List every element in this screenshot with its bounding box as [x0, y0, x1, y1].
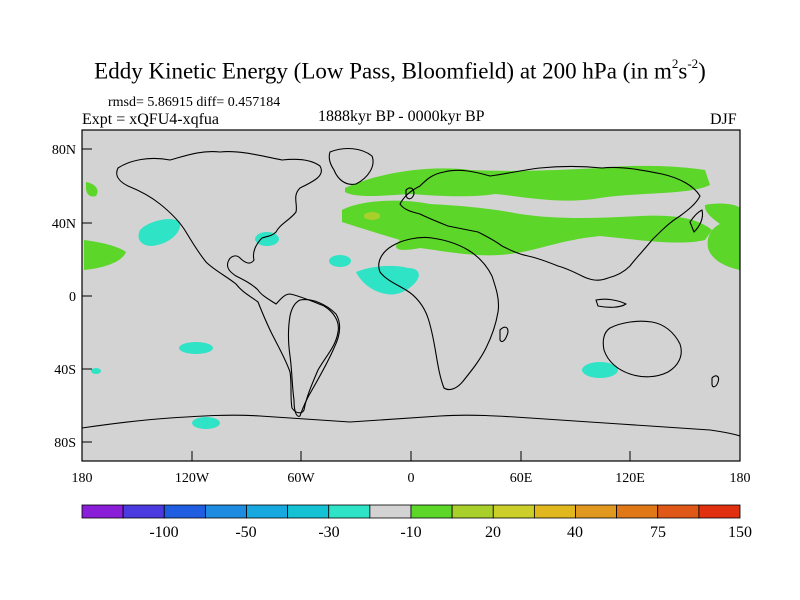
lat-label-40s: 40S — [54, 363, 76, 378]
colorbar-label-75: 75 — [650, 524, 666, 541]
colorbar-swatch-6 — [328, 504, 371, 519]
coast-indonesia — [595, 298, 627, 308]
negative-region-north-pacific — [138, 219, 181, 246]
positive-region-aleutian — [86, 182, 98, 197]
negative-region-caribbean — [329, 255, 351, 267]
negative-region-west-africa — [356, 265, 419, 295]
negative-region-south-pacific-small — [91, 368, 101, 374]
colorbar-swatch-1 — [122, 504, 165, 519]
coast-south-america — [287, 299, 341, 417]
coast-north-america — [116, 151, 339, 414]
colorbar — [81, 504, 741, 519]
lon-label-0: 0 — [408, 471, 415, 486]
colorbar-label-neg100: -100 — [149, 524, 178, 541]
colorbar-swatch-11 — [533, 504, 576, 519]
lon-label-60e: 60E — [510, 471, 533, 486]
colorbar-label-40: 40 — [567, 524, 583, 541]
coast-greenland — [328, 147, 374, 185]
coast-japan — [689, 209, 704, 233]
negative-anomaly-regions — [91, 219, 618, 429]
colorbar-swatch-7 — [369, 504, 412, 519]
stats-text: rmsd= 5.86915 diff= 0.457184 — [108, 95, 281, 110]
colorbar-swatch-9 — [451, 504, 494, 519]
positive-region-east-pacific — [84, 240, 126, 270]
negative-region-southern-ocean — [192, 417, 220, 429]
coast-new-zealand — [711, 375, 720, 388]
coastlines — [81, 147, 741, 437]
lat-label-80n: 80N — [52, 143, 76, 158]
negative-region-gulf — [255, 232, 279, 246]
period-label: 1888kyr BP - 0000kyr BP — [318, 108, 485, 125]
colorbar-swatch-2 — [163, 504, 206, 519]
plot-title: Eddy Kinetic Energy (Low Pass, Bloomfiel… — [94, 56, 706, 84]
coast-europe-asia — [399, 165, 701, 281]
coast-africa — [378, 236, 500, 391]
positive-region-west-pacific — [704, 203, 740, 270]
coast-antarctica — [81, 414, 741, 437]
colorbar-swatch-0 — [81, 504, 124, 519]
colorbar-label-neg10: -10 — [400, 524, 421, 541]
experiment-label: Expt = xQFU4-xqfua — [82, 111, 220, 128]
positive-region-mediterranean — [342, 200, 712, 256]
negative-region-south-atlantic — [179, 342, 213, 354]
lon-axis — [81, 451, 741, 461]
colorbar-label-neg30: -30 — [318, 524, 339, 541]
coast-uk — [405, 187, 415, 200]
colorbar-label-neg50: -50 — [235, 524, 256, 541]
negative-region-indian-ocean — [582, 362, 618, 378]
coast-australia — [602, 320, 682, 378]
lat-label-0: 0 — [69, 290, 76, 305]
lon-label-180w: 180 — [72, 471, 93, 486]
colorbar-swatch-3 — [204, 504, 247, 519]
lat-label-80s: 80S — [54, 436, 76, 451]
lon-label-120w: 120W — [175, 471, 210, 486]
lat-axis — [82, 148, 92, 443]
colorbar-swatch-14 — [657, 504, 700, 519]
colorbar-swatch-13 — [616, 504, 659, 519]
lon-label-60w: 60W — [287, 471, 315, 486]
lon-label-180e: 180 — [730, 471, 751, 486]
colorbar-swatch-12 — [575, 504, 618, 519]
colorbar-swatch-15 — [698, 504, 741, 519]
colorbar-swatch-8 — [410, 504, 453, 519]
colorbar-swatch-5 — [287, 504, 330, 519]
coast-madagascar — [499, 326, 509, 343]
lon-label-120e: 120E — [615, 471, 645, 486]
colorbar-label-20: 20 — [485, 524, 501, 541]
season-label: DJF — [710, 111, 737, 128]
colorbar-swatch-10 — [492, 504, 535, 519]
lat-label-40n: 40N — [52, 217, 76, 232]
colorbar-label-150: 150 — [728, 524, 752, 541]
positive-mid-core — [364, 212, 380, 220]
colorbar-swatch-4 — [246, 504, 289, 519]
